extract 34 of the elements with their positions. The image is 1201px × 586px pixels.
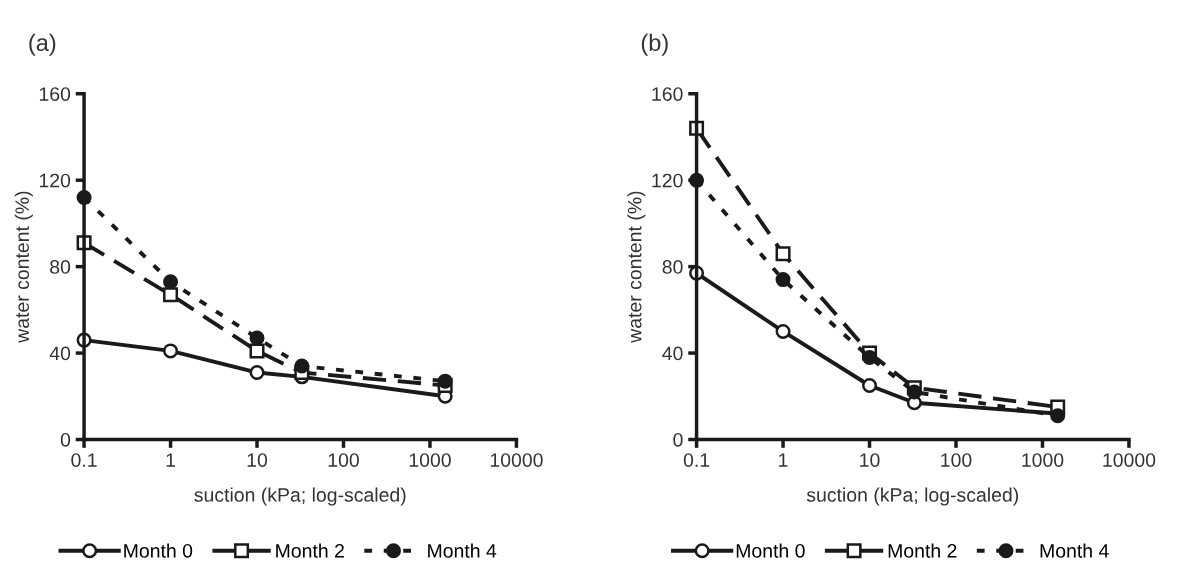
x-tick-label: 0.1 xyxy=(71,453,97,467)
x-axis-title: suction (kPa; log-scaled) xyxy=(806,487,1019,506)
legend-label: Month 4 xyxy=(428,543,497,558)
chart-title: (a) xyxy=(29,33,56,56)
y-tick-label: 80 xyxy=(50,260,71,274)
x-tick-label: 1000 xyxy=(409,453,451,467)
x-axis-title: suction (kPa; log-scaled) xyxy=(194,487,406,506)
x-tick-label: 10 xyxy=(860,453,880,467)
x-tick-label: 0.1 xyxy=(683,453,710,467)
y-tick-label: 160 xyxy=(652,87,683,101)
x-tick-label: 100 xyxy=(328,453,359,467)
y-tick-label: 160 xyxy=(39,87,71,101)
y-tick-label: 40 xyxy=(49,346,71,361)
x-tick-label: 1000 xyxy=(1022,453,1064,467)
legend-label: Month 2 xyxy=(276,543,344,558)
x-tick-label: 100 xyxy=(941,453,972,467)
x-tick-label: 10 xyxy=(247,453,268,467)
legend-label: Month 0 xyxy=(736,543,805,558)
x-tick-label: 10000 xyxy=(490,453,543,467)
legend-label: Month 4 xyxy=(1040,543,1109,558)
x-tick-label: 1 xyxy=(779,453,788,467)
y-tick-label: 0 xyxy=(673,432,683,447)
y-tick-label: 40 xyxy=(662,346,683,361)
y-axis-title: water content (%) xyxy=(627,191,646,343)
legend-label: Month 0 xyxy=(124,543,193,558)
chart-title: (b) xyxy=(641,33,668,56)
legend-label: Month 2 xyxy=(888,543,957,558)
y-tick-label: 120 xyxy=(652,173,683,188)
y-tick-label: 80 xyxy=(662,260,683,274)
y-tick-label: 120 xyxy=(39,173,71,188)
y-tick-label: 0 xyxy=(60,432,71,447)
x-tick-label: 1 xyxy=(166,453,175,467)
y-axis-title: water content (%) xyxy=(14,191,33,343)
x-tick-label: 10000 xyxy=(1103,453,1156,467)
